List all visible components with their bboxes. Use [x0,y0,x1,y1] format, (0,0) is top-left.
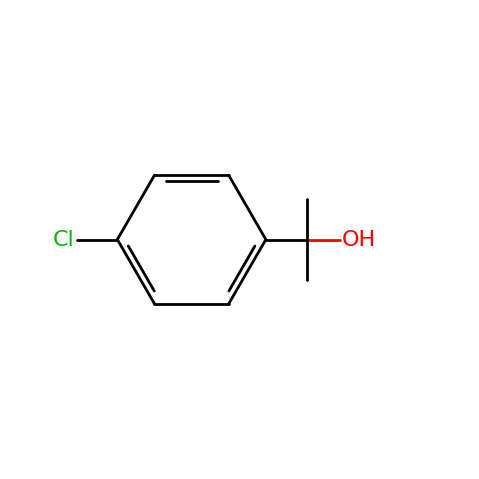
Text: OH: OH [342,229,376,250]
Text: Cl: Cl [53,229,75,250]
